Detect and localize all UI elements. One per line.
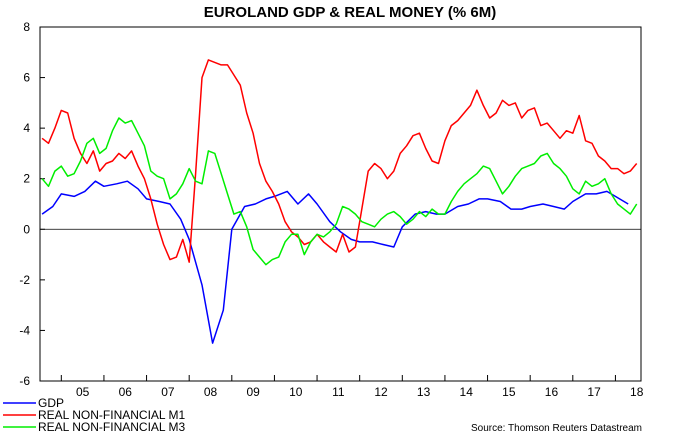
- legend-label: GDP: [38, 396, 64, 410]
- series-line-gdp: [41, 180, 629, 344]
- chart-title: EUROLAND GDP & REAL MONEY (% 6M): [204, 4, 497, 21]
- series-line-real-non-financial-m3: [41, 117, 638, 266]
- x-tick-label: 06: [119, 385, 133, 399]
- x-axis-tick-labels: 05 06 07 08 09 10 11 12 13 14 15 16 17 18: [76, 385, 644, 399]
- x-tick-label: 14: [460, 385, 474, 399]
- source-note: Source: Thomson Reuters Datastream: [471, 423, 642, 434]
- x-tick-label: 15: [502, 385, 516, 399]
- x-tick-label: 07: [161, 385, 175, 399]
- y-tick-label: 0: [23, 222, 30, 236]
- x-tick-label: 17: [587, 385, 601, 399]
- plot-area-frame: [39, 26, 642, 382]
- y-tick-label: -4: [19, 323, 30, 337]
- x-tick-label: 12: [374, 385, 388, 399]
- series-lines: [41, 59, 638, 344]
- x-tick-label: 05: [76, 385, 90, 399]
- legend-label: REAL NON-FINANCIAL M3: [38, 420, 185, 434]
- x-tick-label: 16: [545, 385, 559, 399]
- y-tick-label: 6: [23, 71, 30, 85]
- x-tick-label: 08: [204, 385, 218, 399]
- x-axis-tick-marks: [60, 375, 616, 381]
- y-tick-label: -2: [19, 273, 30, 287]
- y-tick-label: 2: [23, 172, 30, 186]
- y-tick-label: 4: [23, 121, 30, 135]
- series-line-real-non-financial-m1: [41, 59, 638, 263]
- x-tick-label: 11: [332, 385, 345, 399]
- x-tick-label: 10: [289, 385, 303, 399]
- y-axis-tick-labels: 8 6 4 2 0 -2 -4 -6: [19, 20, 30, 388]
- y-tick-label: 8: [23, 20, 30, 34]
- legend-label: REAL NON-FINANCIAL M1: [38, 408, 185, 422]
- y-tick-label: -6: [19, 374, 30, 388]
- y-axis-tick-marks: [40, 26, 45, 382]
- x-tick-label: 18: [630, 385, 644, 399]
- x-tick-label: 13: [417, 385, 431, 399]
- x-tick-label: 09: [246, 385, 260, 399]
